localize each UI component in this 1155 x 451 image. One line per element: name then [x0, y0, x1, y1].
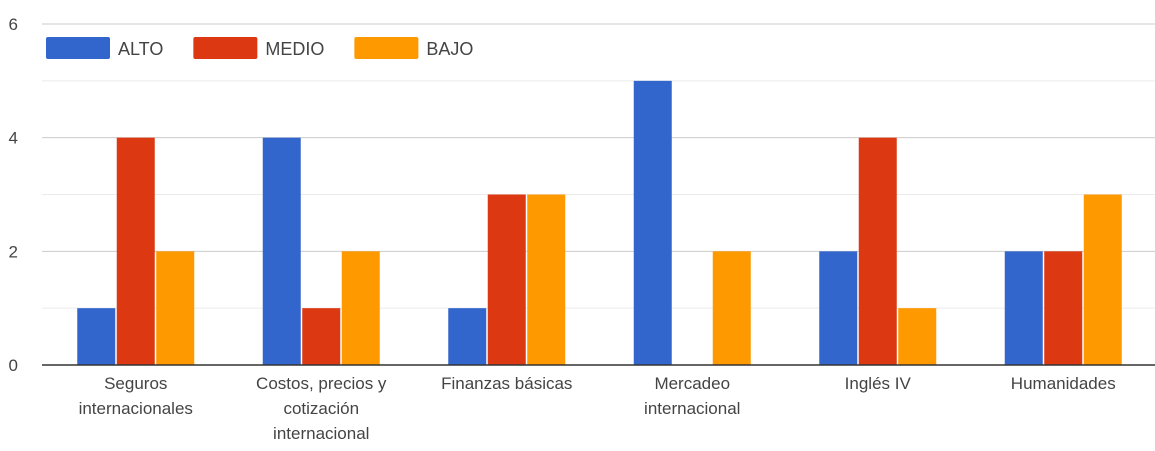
bar-medio — [116, 137, 155, 365]
bar-medio — [487, 194, 526, 365]
bar-alto — [1004, 251, 1043, 365]
x-tick-label: internacionales — [79, 399, 193, 418]
x-tick-label: Costos, precios y — [256, 374, 387, 393]
bar-bajo — [712, 251, 751, 365]
bar-bajo — [527, 194, 566, 365]
axes: 0 2 4 6 Seguros internacionales Costos, precio… — [9, 15, 1155, 443]
gridlines — [42, 23, 1155, 309]
bar-alto — [77, 308, 116, 365]
x-tick-label: Inglés IV — [845, 374, 912, 393]
x-tick-label: Humanidades — [1011, 374, 1116, 393]
bar-alto — [262, 137, 301, 365]
legend-label-medio: MEDIO — [265, 39, 324, 59]
x-tick-label: Mercadeo — [654, 374, 730, 393]
bars — [77, 80, 1122, 365]
bar-alto — [448, 308, 487, 365]
bar-bajo — [341, 251, 380, 365]
legend-swatch-alto — [46, 37, 110, 59]
bar-medio — [1044, 251, 1083, 365]
legend-swatch-bajo — [354, 37, 419, 59]
x-tick-label: internacional — [644, 399, 740, 418]
bar-alto — [819, 251, 858, 365]
bar-bajo — [1083, 194, 1122, 365]
bar-alto — [633, 80, 672, 365]
y-tick-label: 0 — [9, 356, 18, 375]
x-tick-label: Seguros — [104, 374, 167, 393]
bar-medio — [302, 308, 341, 365]
legend: ALTO MEDIO BAJO — [46, 37, 473, 59]
x-tick-label: cotización — [283, 399, 359, 418]
y-tick-label: 4 — [9, 129, 18, 148]
legend-label-alto: ALTO — [118, 39, 163, 59]
y-tick-label: 6 — [9, 15, 18, 34]
bar-bajo — [156, 251, 195, 365]
bar-medio — [858, 137, 897, 365]
y-tick-label: 2 — [9, 242, 18, 261]
x-tick-label: Finanzas básicas — [441, 374, 572, 393]
x-tick-label: internacional — [273, 424, 369, 443]
bar-bajo — [898, 308, 937, 365]
legend-swatch-medio — [193, 37, 258, 59]
legend-label-bajo: BAJO — [426, 39, 473, 59]
